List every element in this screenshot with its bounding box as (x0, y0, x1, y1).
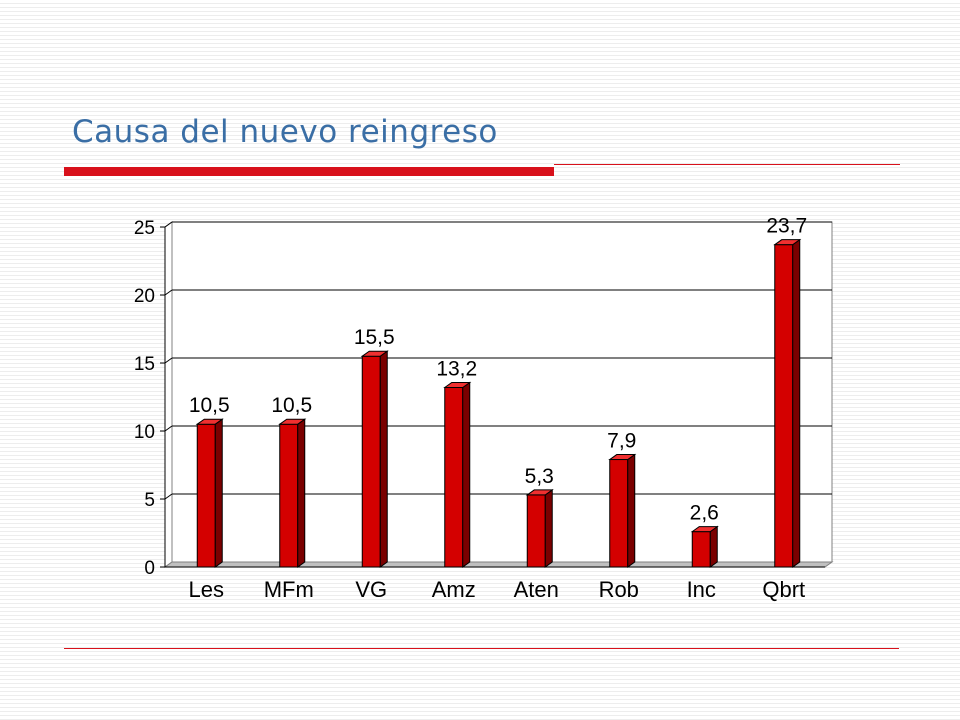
bar (361, 355, 381, 568)
data-label: 2,6 (690, 502, 719, 525)
bar-side (214, 418, 223, 568)
gridline-side (164, 221, 173, 228)
bar (196, 423, 216, 568)
data-label: 5,3 (525, 465, 554, 488)
x-tick-label: Qbrt (762, 577, 805, 602)
y-tick-label: 15 (134, 354, 155, 375)
bar-top (525, 489, 554, 496)
y-tick-label: 5 (144, 490, 155, 511)
bar-side (709, 525, 718, 568)
gridline-side (164, 357, 173, 364)
x-tick-label: MFm (264, 577, 314, 602)
bar-top (195, 418, 224, 425)
bar (444, 386, 464, 568)
y-tick-label: 0 (144, 558, 155, 579)
bar-top (608, 454, 637, 461)
bar-top (690, 526, 719, 533)
slide-title: Causa del nuevo reingreso (72, 114, 498, 150)
gridline-side (164, 425, 173, 432)
x-tick-label: VG (355, 577, 387, 602)
data-label: 7,9 (607, 430, 636, 453)
bar (609, 459, 629, 568)
data-label: 13,2 (436, 357, 477, 380)
bar-top (360, 350, 389, 357)
y-tick-label: 25 (134, 218, 155, 239)
gridline-side (164, 493, 173, 500)
bar-side (627, 453, 636, 568)
title-underline-thick (64, 167, 554, 176)
bar-top (443, 381, 472, 388)
bar-side (379, 350, 388, 568)
x-tick-label: Les (189, 577, 224, 602)
data-label: 23,7 (766, 215, 807, 238)
bar-top (773, 239, 802, 246)
data-label: 10,5 (271, 394, 312, 417)
bar-top (278, 418, 307, 425)
bar-side (462, 381, 471, 568)
bar (279, 423, 299, 568)
gridline-side (164, 289, 173, 296)
plot-back-wall (171, 221, 833, 563)
y-tick-label: 20 (134, 286, 155, 307)
data-label: 10,5 (189, 394, 230, 417)
footer-rule (64, 648, 899, 649)
x-tick-label: Rob (599, 577, 639, 602)
bar (691, 531, 711, 568)
data-label: 15,5 (354, 326, 395, 349)
title-underline-thin (554, 164, 900, 165)
bar (526, 494, 546, 568)
bar (774, 244, 794, 568)
plot-floor (163, 561, 834, 568)
y-tick-label: 10 (134, 422, 155, 443)
x-tick-label: Aten (514, 577, 559, 602)
bar-side (544, 488, 553, 568)
x-tick-label: Amz (432, 577, 476, 602)
plot-left-wall (164, 221, 173, 568)
x-tick-label: Inc (687, 577, 716, 602)
bar-side (297, 418, 306, 568)
bar-side (792, 238, 801, 568)
